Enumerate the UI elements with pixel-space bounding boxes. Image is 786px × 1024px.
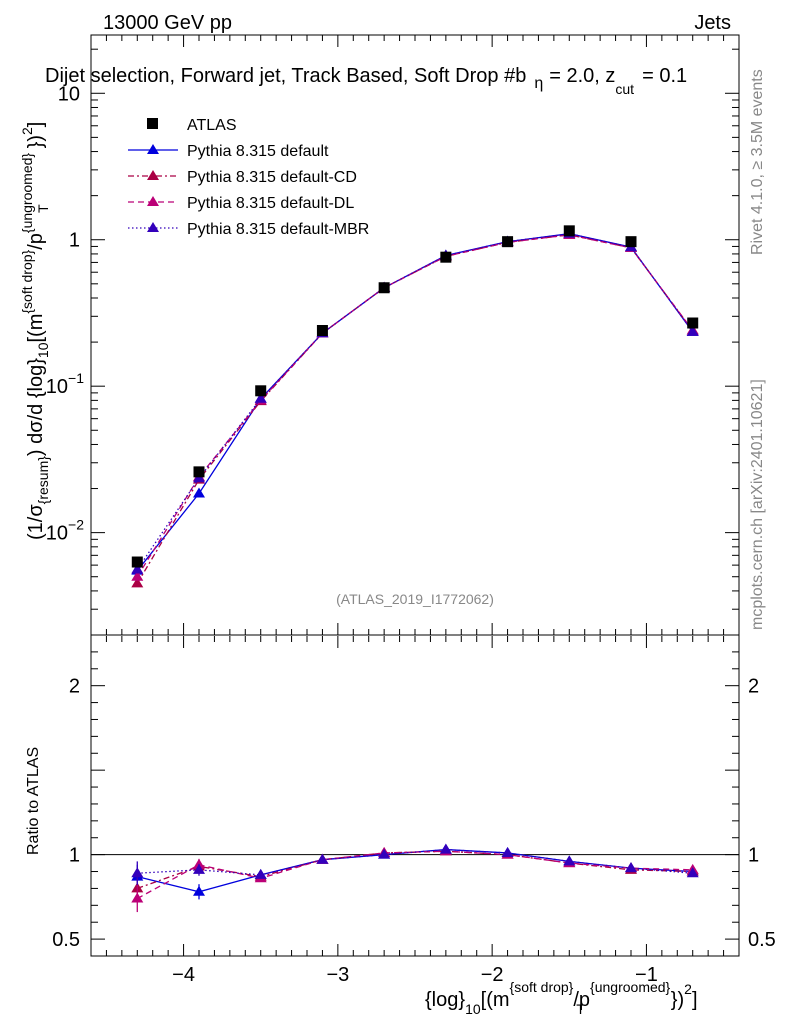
y-tick-label-1: 1: [69, 230, 80, 252]
axis-ticks: −4 −3 −2 −1 10−2 10−1 1 10 0.5 0.5 1 1 2 2: [46, 35, 776, 986]
x-tick-label-minus4: −4: [172, 964, 195, 986]
legend-mbr-label: Pythia 8.315 default-MBR: [187, 221, 369, 238]
main-point-mbr: [254, 392, 267, 403]
main-line-mbr: [136, 233, 694, 570]
ratio-point-dl: [193, 858, 205, 869]
main-point-dl: [131, 570, 144, 581]
atlas-data-point: [563, 225, 575, 237]
main-point-default: [193, 487, 205, 498]
x-tick-label-minus1: −1: [635, 964, 658, 986]
atlas-data-point: [378, 282, 390, 294]
atlas-data-point: [255, 385, 267, 397]
ratio-line-dl: [136, 850, 693, 900]
plot-title-main: Dijet selection, Forward jet, Track Base…: [45, 65, 526, 87]
atlas-data-point: [625, 236, 637, 248]
analysis-watermark: (ATLAS_2019_I1772062): [336, 591, 494, 607]
ratio-point-default: [193, 885, 205, 896]
atlas-data-point: [316, 325, 328, 337]
ratio-point-mbr: [563, 855, 576, 866]
legend-atlas-label: ATLAS: [187, 117, 237, 134]
ratio-point-mbr: [193, 863, 205, 874]
main-point-mbr: [131, 563, 144, 574]
data-series: [131, 225, 699, 913]
rivet-version-label: Rivet 4.1.0, ≥ 3.5M events: [749, 69, 766, 255]
header-energy-label: 13000 GeV pp: [103, 12, 232, 34]
ratio-y-tick-label-2-left: 2: [69, 676, 80, 698]
header-jets-label: Jets: [694, 12, 731, 34]
ratio-point-mbr: [316, 853, 329, 864]
plot-title-tail: = 0.1: [642, 65, 687, 87]
ratio-line-mbr: [137, 848, 693, 876]
legend: ATLAS Pythia 8.315 default Pythia 8.315 …: [128, 117, 369, 238]
ratio-point-mbr: [439, 843, 452, 854]
main-line-dl: [136, 234, 694, 578]
ratio-point-mbr: [625, 862, 637, 873]
atlas-data-point: [193, 466, 205, 478]
main-line-cd: [136, 234, 694, 584]
ratio-y-tick-label-0.5-right: 0.5: [748, 929, 776, 951]
ratio-point-dl: [131, 892, 144, 903]
ratio-y-tick-label-1-left: 1: [69, 845, 80, 867]
atlas-data-point: [687, 317, 699, 329]
y-tick-label-0.01: 10−2: [46, 517, 84, 545]
main-y-axis-label: (1/σ{resum}) dσ/d {log}10[(m{soft drop}/…: [19, 122, 51, 540]
ratio-y-tick-label-1-right: 1: [748, 845, 759, 867]
x-tick-label-minus2: −2: [481, 964, 504, 986]
plot-title-cut: cut: [615, 81, 634, 97]
atlas-data-point: [131, 556, 143, 568]
legend-dl-label: Pythia 8.315 default-DL: [187, 195, 354, 212]
ratio-y-tick-label-2-right: 2: [748, 676, 759, 698]
ratio-y-axis-label: Ratio to ATLAS: [25, 747, 42, 855]
plot-title-eta: η: [534, 75, 543, 92]
mcplots-label: mcplots.cern.ch [arXiv:2401.10621]: [749, 379, 766, 630]
legend-dl-marker: [147, 196, 159, 206]
legend-cd-label: Pythia 8.315 default-CD: [187, 169, 357, 186]
ratio-point-mbr: [501, 846, 514, 857]
y-tick-label-0.1: 10−1: [46, 370, 84, 398]
y-tick-label-10: 10: [58, 83, 80, 105]
plot-title: Dijet selection, Forward jet, Track Base…: [45, 65, 687, 97]
ratio-point-mbr: [378, 848, 391, 859]
legend-atlas-marker: [147, 118, 158, 129]
atlas-data-point: [440, 251, 452, 263]
legend-mbr-marker: [147, 222, 159, 232]
x-axis-label: {log}10[(m{soft drop}/p{ungroomed} T})2]: [425, 979, 698, 1017]
x-tick-label-minus3: −3: [326, 964, 349, 986]
atlas-data-point: [502, 236, 514, 248]
legend-cd-marker: [147, 170, 159, 180]
legend-default-label: Pythia 8.315 default: [187, 143, 329, 160]
main-point-cd: [131, 577, 144, 588]
ratio-line-default: [137, 848, 693, 893]
main-point-mbr: [686, 325, 699, 336]
legend-default-marker: [147, 144, 159, 154]
ratio-point-mbr: [131, 867, 144, 878]
plot-title-suffix: = 2.0, z: [549, 65, 615, 87]
ratio-plot-frame: [90, 634, 740, 957]
ratio-point-mbr: [254, 868, 267, 879]
main-line-default: [136, 233, 694, 572]
ratio-point-mbr: [686, 867, 699, 878]
ratio-y-tick-label-0.5-left: 0.5: [52, 929, 80, 951]
